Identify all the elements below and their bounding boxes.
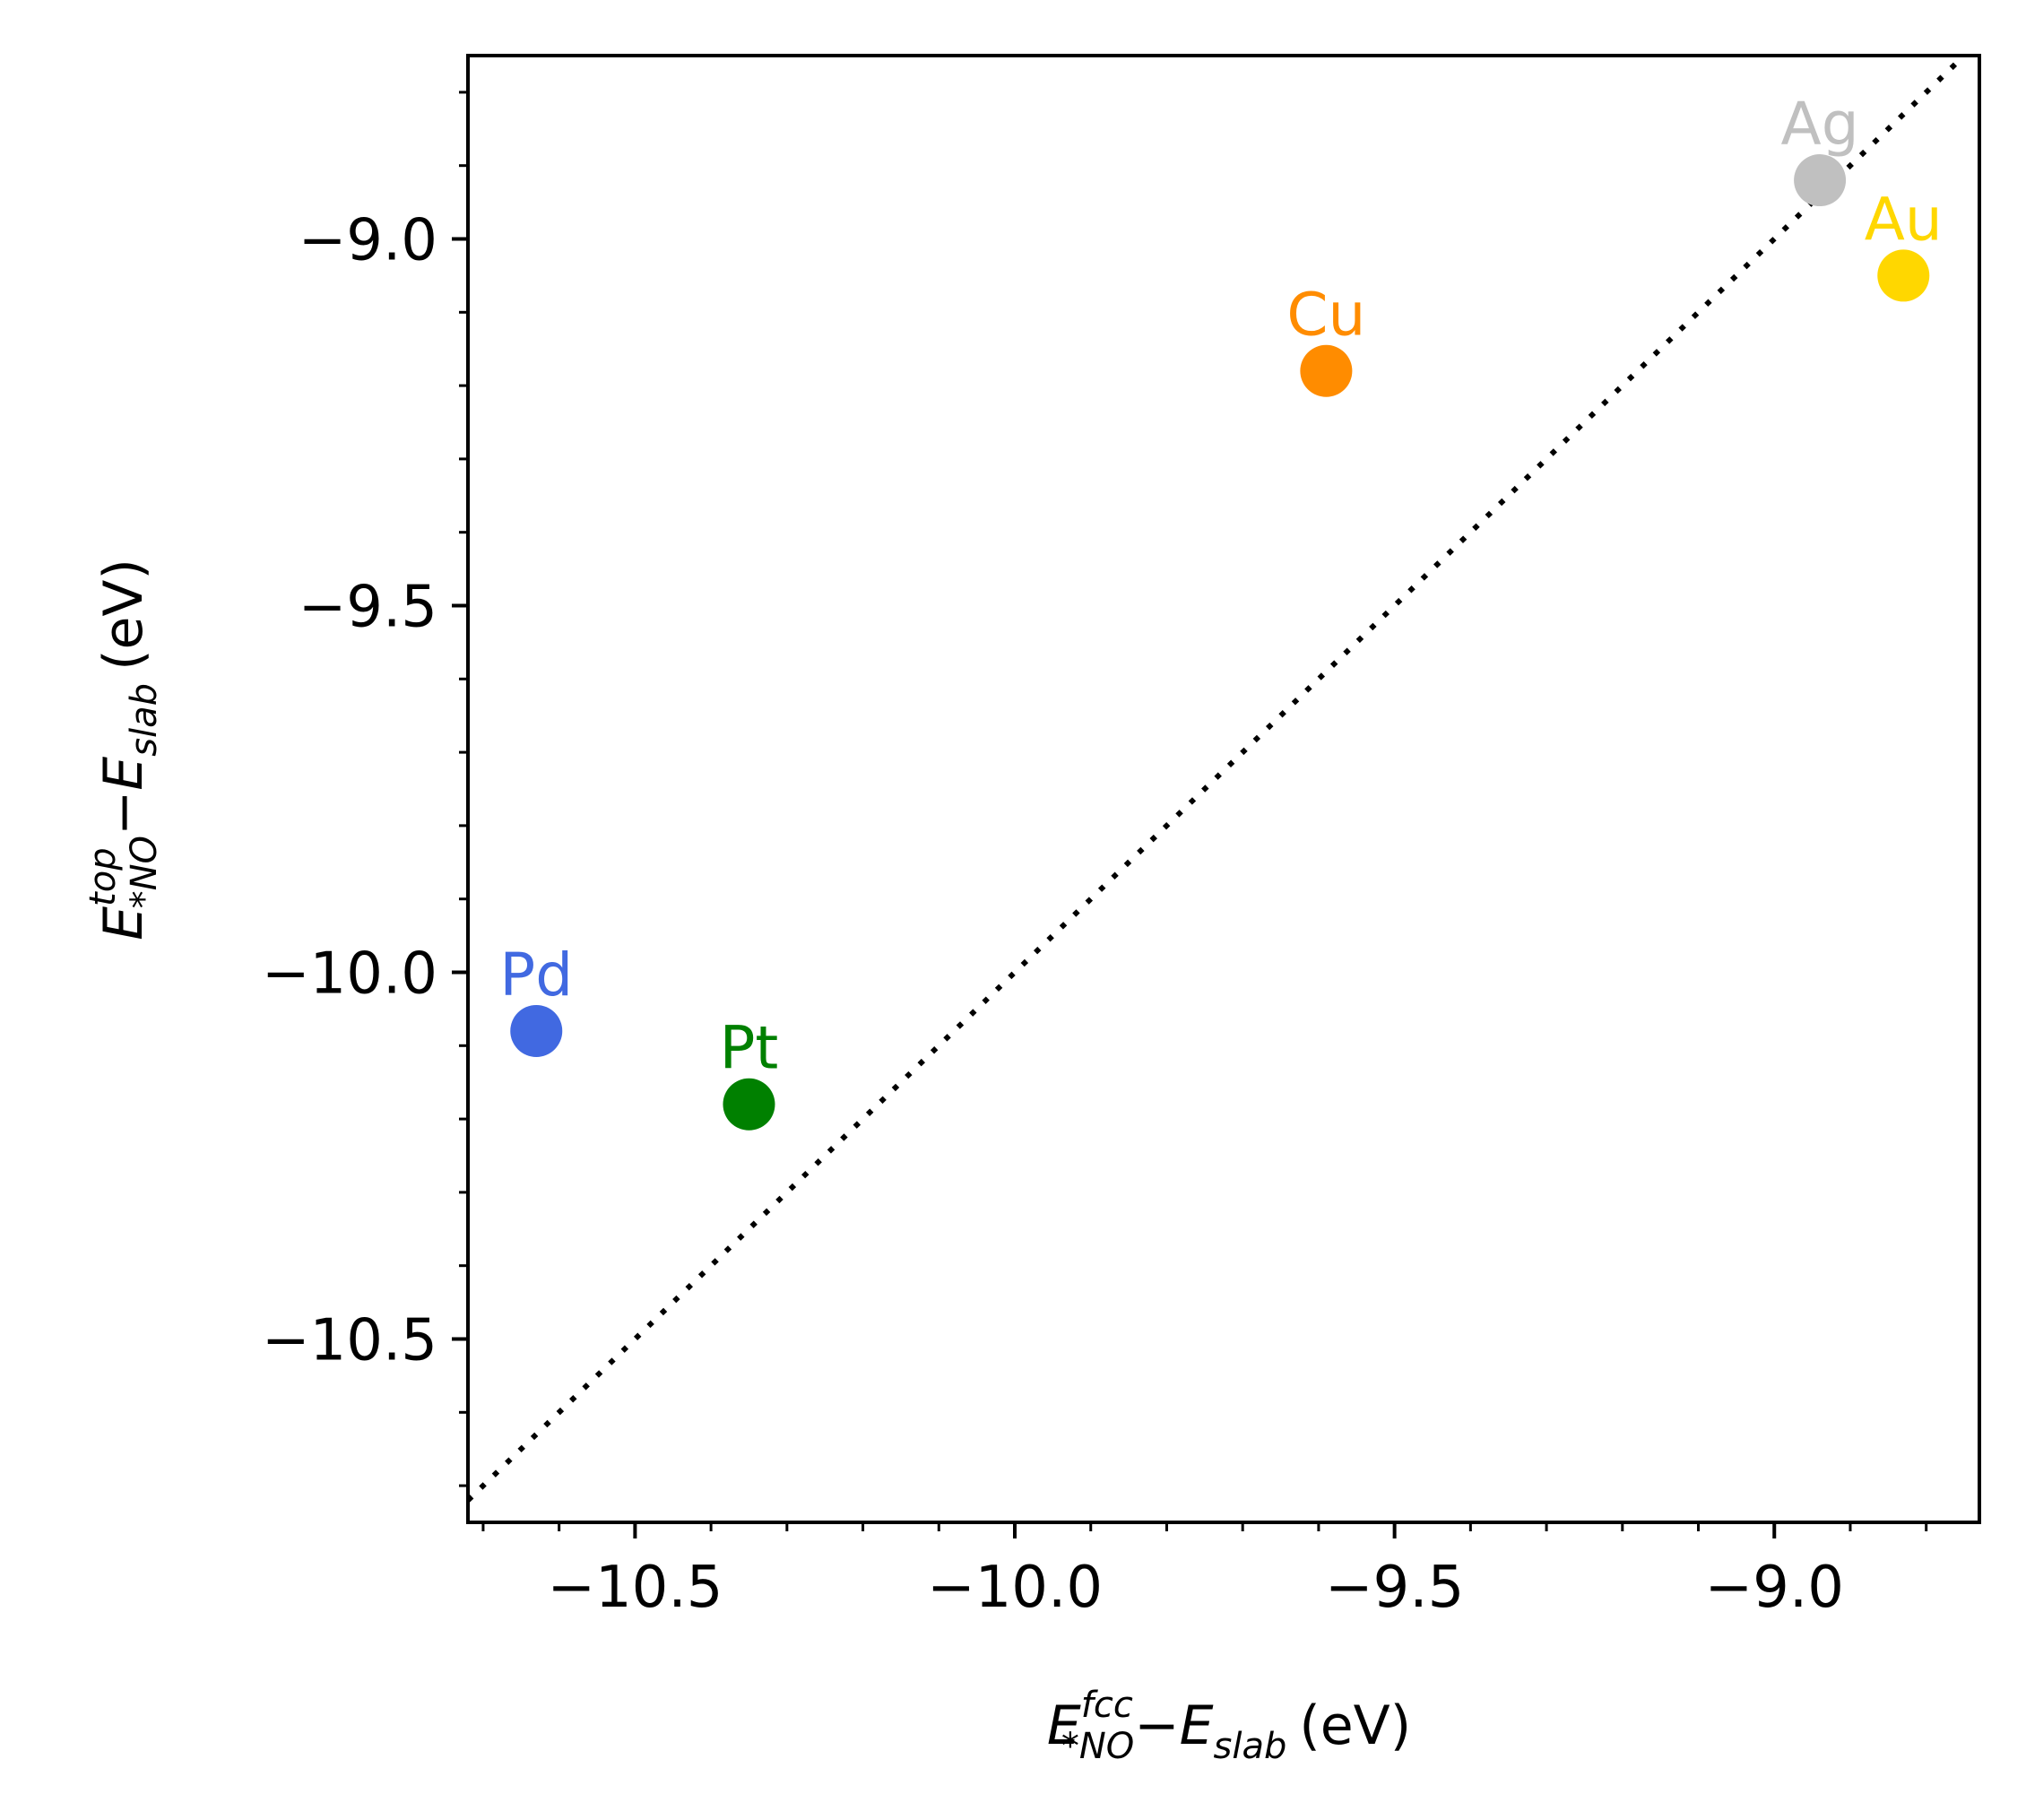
ticks-layer: −10.5 −10.0 −9.5 −9.0 −9.0 −9.5 −10.0 −10.5 [262,91,1928,1621]
x-tick-label: −9.0 [1705,1555,1844,1621]
y-axis-label: Etop*NO−Eslab(eV) [82,559,165,940]
data-label-ag: Ag [1781,90,1859,159]
data-label-pt: Pt [720,1014,779,1083]
y-tick-label: −10.0 [262,941,437,1008]
data-label-pd: Pd [499,940,573,1010]
data-point-cu [1300,344,1353,397]
y-tick-label: −9.0 [299,208,437,274]
x-tick-label: −9.5 [1325,1555,1464,1621]
data-label-cu: Cu [1286,281,1365,350]
data-point-pt [723,1078,775,1131]
y-tick-label: −10.5 [262,1308,437,1374]
x-tick-label: −10.0 [927,1555,1103,1621]
reference-line-layer [465,53,1967,1503]
x-axis-label: Efcc *NO−Eslab (eV) [1047,1685,1411,1767]
reference-line [465,53,1967,1503]
data-label-au: Au [1865,185,1943,254]
plot-frame [466,54,1981,1524]
data-point-pd [510,1004,563,1057]
y-tick-label: −9.5 [299,575,437,641]
data-point-ag [1794,154,1847,207]
data-point-au [1877,249,1930,302]
x-tick-label: −10.5 [547,1555,723,1621]
